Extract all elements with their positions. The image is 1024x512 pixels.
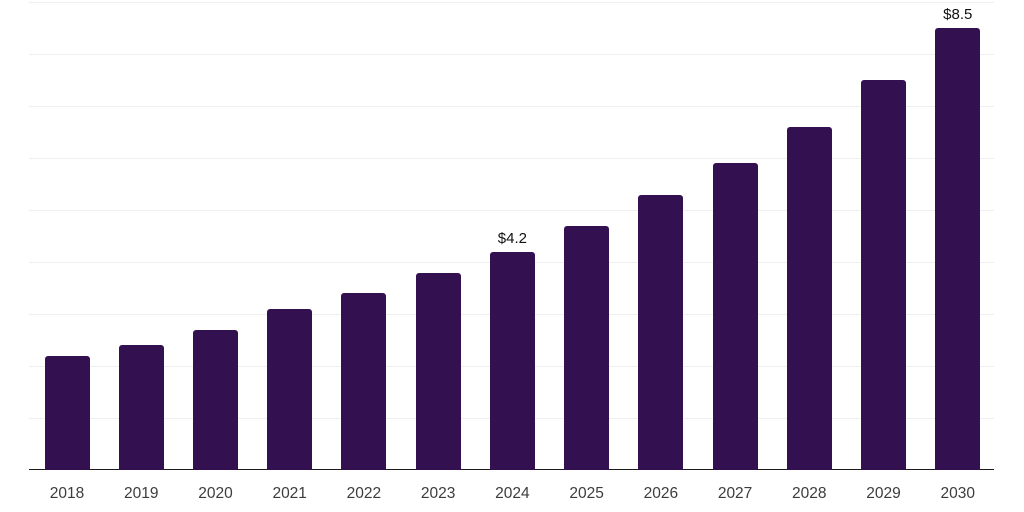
x-tick-label-2028: 2028 xyxy=(792,485,827,502)
bar-2024 xyxy=(489,252,535,470)
x-tick-label-2021: 2021 xyxy=(272,485,307,502)
x-tick-label-2020: 2020 xyxy=(198,485,233,502)
x-tick-label-2027: 2027 xyxy=(717,485,753,502)
bar-2025 xyxy=(564,226,610,470)
x-tick-label-2019: 2019 xyxy=(123,485,159,502)
gridline-y-8 xyxy=(29,54,994,55)
bar-2021 xyxy=(267,309,313,470)
bar-2018 xyxy=(44,356,90,470)
x-tick-label-2026: 2026 xyxy=(643,485,679,502)
x-tick-label-2025: 2025 xyxy=(569,485,604,502)
gridline-y-7 xyxy=(29,106,994,107)
x-tick-label-2023: 2023 xyxy=(420,485,456,502)
x-tick-label-2022: 2022 xyxy=(346,485,382,502)
x-tick-label-2018: 2018 xyxy=(49,485,85,502)
gridline-y-6 xyxy=(29,158,994,159)
x-tick-label-2024: 2024 xyxy=(495,485,530,502)
bar-2023 xyxy=(415,273,461,470)
bar-2030 xyxy=(935,28,981,470)
x-tick-label-2030: 2030 xyxy=(940,485,975,502)
bar-2019 xyxy=(118,345,164,470)
bar-2027 xyxy=(712,163,758,470)
value-label-2030: $8.5 xyxy=(943,6,973,23)
bar-2028 xyxy=(786,127,832,470)
gridline-y-5 xyxy=(29,210,994,211)
bar-2029 xyxy=(861,80,907,470)
bar-2026 xyxy=(638,195,684,470)
value-label-2024: $4.2 xyxy=(497,230,527,247)
bar-2022 xyxy=(341,293,387,470)
bar-2020 xyxy=(192,330,238,470)
plot-area: 2018 2019 2020 2021 2022 2023 $4.2 2024 2025 2026… xyxy=(29,0,994,502)
gridline-y-9 xyxy=(29,2,994,3)
x-tick-label-2029: 2029 xyxy=(866,485,901,502)
